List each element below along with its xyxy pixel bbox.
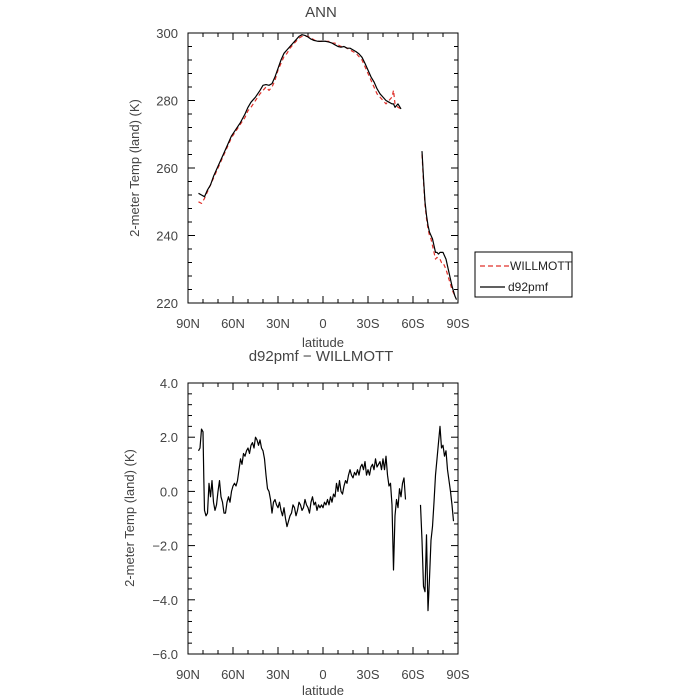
bottom-x-tick-label: 30S xyxy=(356,667,379,682)
bottom-series-group xyxy=(197,425,455,612)
bottom-y-tick-label: −6.0 xyxy=(152,647,178,662)
top-series-group xyxy=(198,34,458,300)
top-x-tick-label: 60S xyxy=(401,316,424,331)
bottom-series-difference-line-2 xyxy=(419,425,455,612)
top-chart-panel: ANN 90N 60N 30N 0 30S 60S 90S 220240260280300 … xyxy=(127,4,573,350)
top-axis-ticks xyxy=(187,32,459,304)
legend-box xyxy=(474,251,573,298)
top-series-willmott-line-1 xyxy=(198,35,402,204)
top-x-tick-label: 90N xyxy=(176,316,200,331)
top-x-tick-label: 90S xyxy=(446,316,469,331)
bottom-series-difference-line-1 xyxy=(197,428,407,571)
top-x-tick-label: 60N xyxy=(221,316,245,331)
bottom-x-axis-label: latitude xyxy=(302,683,344,698)
bottom-y-tick-label: 4.0 xyxy=(160,376,178,391)
bottom-y-tick-label: 0.0 xyxy=(160,484,178,499)
top-chart-title: ANN xyxy=(305,4,337,21)
bottom-x-tick-label: 60N xyxy=(221,667,245,682)
bottom-x-tick-label: 90S xyxy=(446,667,469,682)
bottom-plot-frame xyxy=(187,382,459,655)
top-y-axis-label: 2-meter Temp (land) (K) xyxy=(127,99,142,237)
top-y-tick-label: 280 xyxy=(156,94,178,109)
bottom-y-tick-label: −4.0 xyxy=(152,593,178,608)
bottom-y-tick-labels: −6.0 −4.0 −2.0 0.0 2.0 4.0 xyxy=(152,376,178,662)
top-y-tick-label: 300 xyxy=(156,26,178,41)
top-plot-frame xyxy=(187,32,459,304)
top-y-tick-label: 260 xyxy=(156,161,178,176)
bottom-chart-panel: d92pmf − WILLMOTT 90N 60N 30N 0 30S 60S 90S −6… xyxy=(122,348,470,698)
bottom-chart-title: d92pmf − WILLMOTT xyxy=(249,348,394,365)
bottom-axis-ticks xyxy=(187,382,459,655)
top-series-d92pmf-line-2 xyxy=(421,151,458,300)
bottom-x-tick-labels: 90N 60N 30N 0 30S 60S 90S xyxy=(176,667,470,682)
top-x-tick-labels: 90N 60N 30N 0 30S 60S 90S xyxy=(176,316,470,331)
top-x-tick-label: 30S xyxy=(356,316,379,331)
bottom-y-tick-label: 2.0 xyxy=(160,430,178,445)
bottom-x-tick-label: 90N xyxy=(176,667,200,682)
bottom-y-axis-label: 2-meter Temp (land) (K) xyxy=(122,449,137,587)
top-y-tick-label: 240 xyxy=(156,229,178,244)
bottom-y-tick-label: −2.0 xyxy=(152,539,178,554)
legend-d92pmf-label: d92pmf xyxy=(508,280,549,294)
bottom-x-tick-label: 60S xyxy=(401,667,424,682)
top-series-d92pmf-line-1 xyxy=(198,34,402,198)
top-y-tick-label: 220 xyxy=(156,296,178,311)
bottom-x-tick-label: 30N xyxy=(266,667,290,682)
top-y-tick-labels: 220 240 260 280 300 xyxy=(156,26,178,311)
legend: WILLMOTT d92pmf xyxy=(474,251,573,298)
bottom-x-tick-label: 0 xyxy=(319,667,326,682)
top-x-tick-label: 30N xyxy=(266,316,290,331)
legend-willmott-label: WILLMOTT xyxy=(510,259,573,273)
top-x-axis-label: latitude xyxy=(302,335,344,350)
top-x-tick-label: 0 xyxy=(319,316,326,331)
